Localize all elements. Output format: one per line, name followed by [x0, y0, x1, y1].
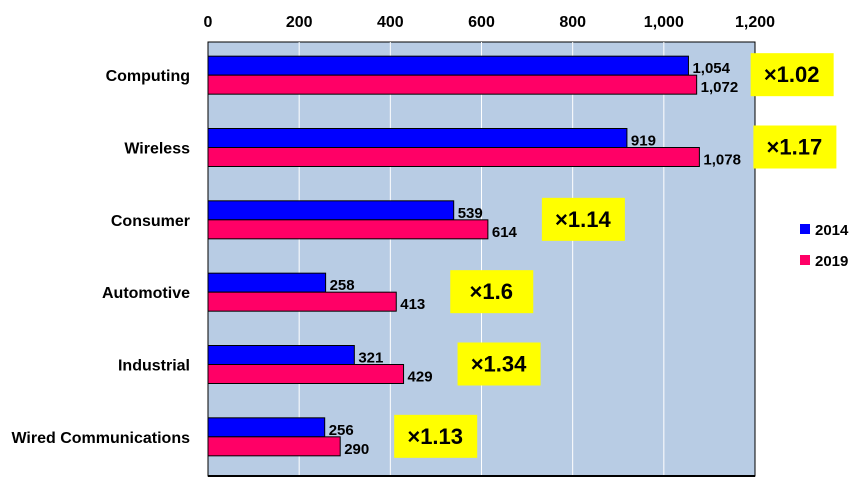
bar-2019 — [207, 436, 341, 457]
bar-2014 — [207, 200, 455, 221]
x-tick-label: 600 — [468, 14, 495, 31]
legend-label: 2014 — [815, 222, 849, 239]
multiplier-label: ×1.02 — [764, 62, 820, 87]
bar-2019 — [207, 291, 397, 312]
data-label-2014: 321 — [358, 350, 383, 367]
category-label: Wired Communications — [11, 430, 190, 447]
bar-2014 — [207, 345, 355, 365]
multiplier-label: ×1.13 — [407, 424, 463, 449]
category-label: Wireless — [124, 141, 190, 158]
bar-2014 — [207, 128, 628, 148]
multiplier-box — [457, 342, 541, 386]
category-label: Industrial — [118, 358, 190, 375]
multiplier-box — [450, 270, 534, 314]
legend-swatch-2014 — [800, 224, 810, 234]
legend-swatch-2019 — [800, 255, 810, 265]
x-tick-label: 1,000 — [644, 14, 684, 31]
data-label-2019: 1,072 — [701, 79, 739, 96]
multiplier-box — [753, 125, 837, 169]
data-label-2019: 413 — [400, 296, 425, 313]
multiplier-label: ×1.14 — [555, 207, 611, 232]
bar-2014 — [207, 272, 327, 293]
multiplier-label: ×1.6 — [470, 279, 513, 304]
category-label: Computing — [106, 68, 190, 85]
bar-2019 — [207, 74, 698, 95]
x-tick-label: 200 — [286, 14, 313, 31]
data-label-2019: 614 — [492, 224, 518, 241]
x-tick-label: 800 — [559, 14, 586, 31]
data-label-2019: 429 — [408, 369, 433, 386]
x-tick-label: 1,200 — [735, 14, 775, 31]
bar-2019 — [207, 147, 700, 167]
data-label-2014: 256 — [329, 422, 354, 439]
data-label-2014: 258 — [330, 277, 355, 294]
bar-2019 — [207, 364, 405, 384]
bar-2014 — [207, 55, 689, 76]
bar-2014 — [207, 417, 326, 438]
x-tick-label: 0 — [204, 14, 213, 31]
x-tick-label: 400 — [377, 14, 404, 31]
data-label-2014: 539 — [458, 205, 483, 222]
multiplier-label: ×1.17 — [767, 135, 823, 160]
multiplier-box — [750, 53, 834, 97]
data-label-2019: 290 — [344, 441, 369, 458]
multiplier-box — [394, 414, 478, 458]
multiplier-box — [541, 197, 625, 241]
data-label-2014: 1,054 — [692, 60, 730, 77]
legend-label: 2019 — [815, 253, 848, 270]
data-label-2014: 919 — [631, 133, 656, 150]
bar-2019 — [207, 219, 489, 240]
category-label: Automotive — [102, 285, 190, 302]
multiplier-label: ×1.34 — [471, 352, 527, 377]
category-label: Consumer — [111, 213, 190, 230]
data-label-2019: 1,078 — [703, 152, 741, 169]
